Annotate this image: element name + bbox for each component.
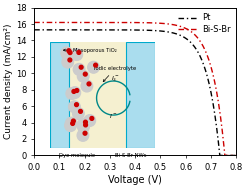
Pt	[43, 29, 46, 31]
Bi-S-Br	[63, 21, 66, 24]
Line: Bi-S-Br: Bi-S-Br	[34, 22, 236, 155]
Pt	[62, 29, 65, 31]
Pt	[108, 29, 111, 31]
Bi-S-Br	[217, 101, 220, 104]
Bi-S-Br	[96, 21, 99, 24]
Bi-S-Br	[235, 154, 238, 156]
Pt	[94, 29, 97, 31]
Bi-S-Br	[43, 21, 46, 24]
Bi-S-Br	[110, 21, 113, 24]
X-axis label: Voltage (V): Voltage (V)	[108, 175, 162, 185]
Y-axis label: Current density (mA/cm²): Current density (mA/cm²)	[4, 24, 13, 139]
Legend: Pt, Bi-S-Br: Pt, Bi-S-Br	[176, 12, 232, 36]
Bi-S-Br	[223, 154, 226, 156]
Pt	[218, 154, 221, 156]
Bi-S-Br	[117, 21, 120, 24]
Pt	[115, 29, 118, 31]
Pt	[33, 29, 36, 31]
Pt	[235, 154, 238, 156]
Pt	[212, 105, 215, 108]
Bi-S-Br	[33, 21, 36, 24]
Line: Pt: Pt	[34, 30, 236, 155]
